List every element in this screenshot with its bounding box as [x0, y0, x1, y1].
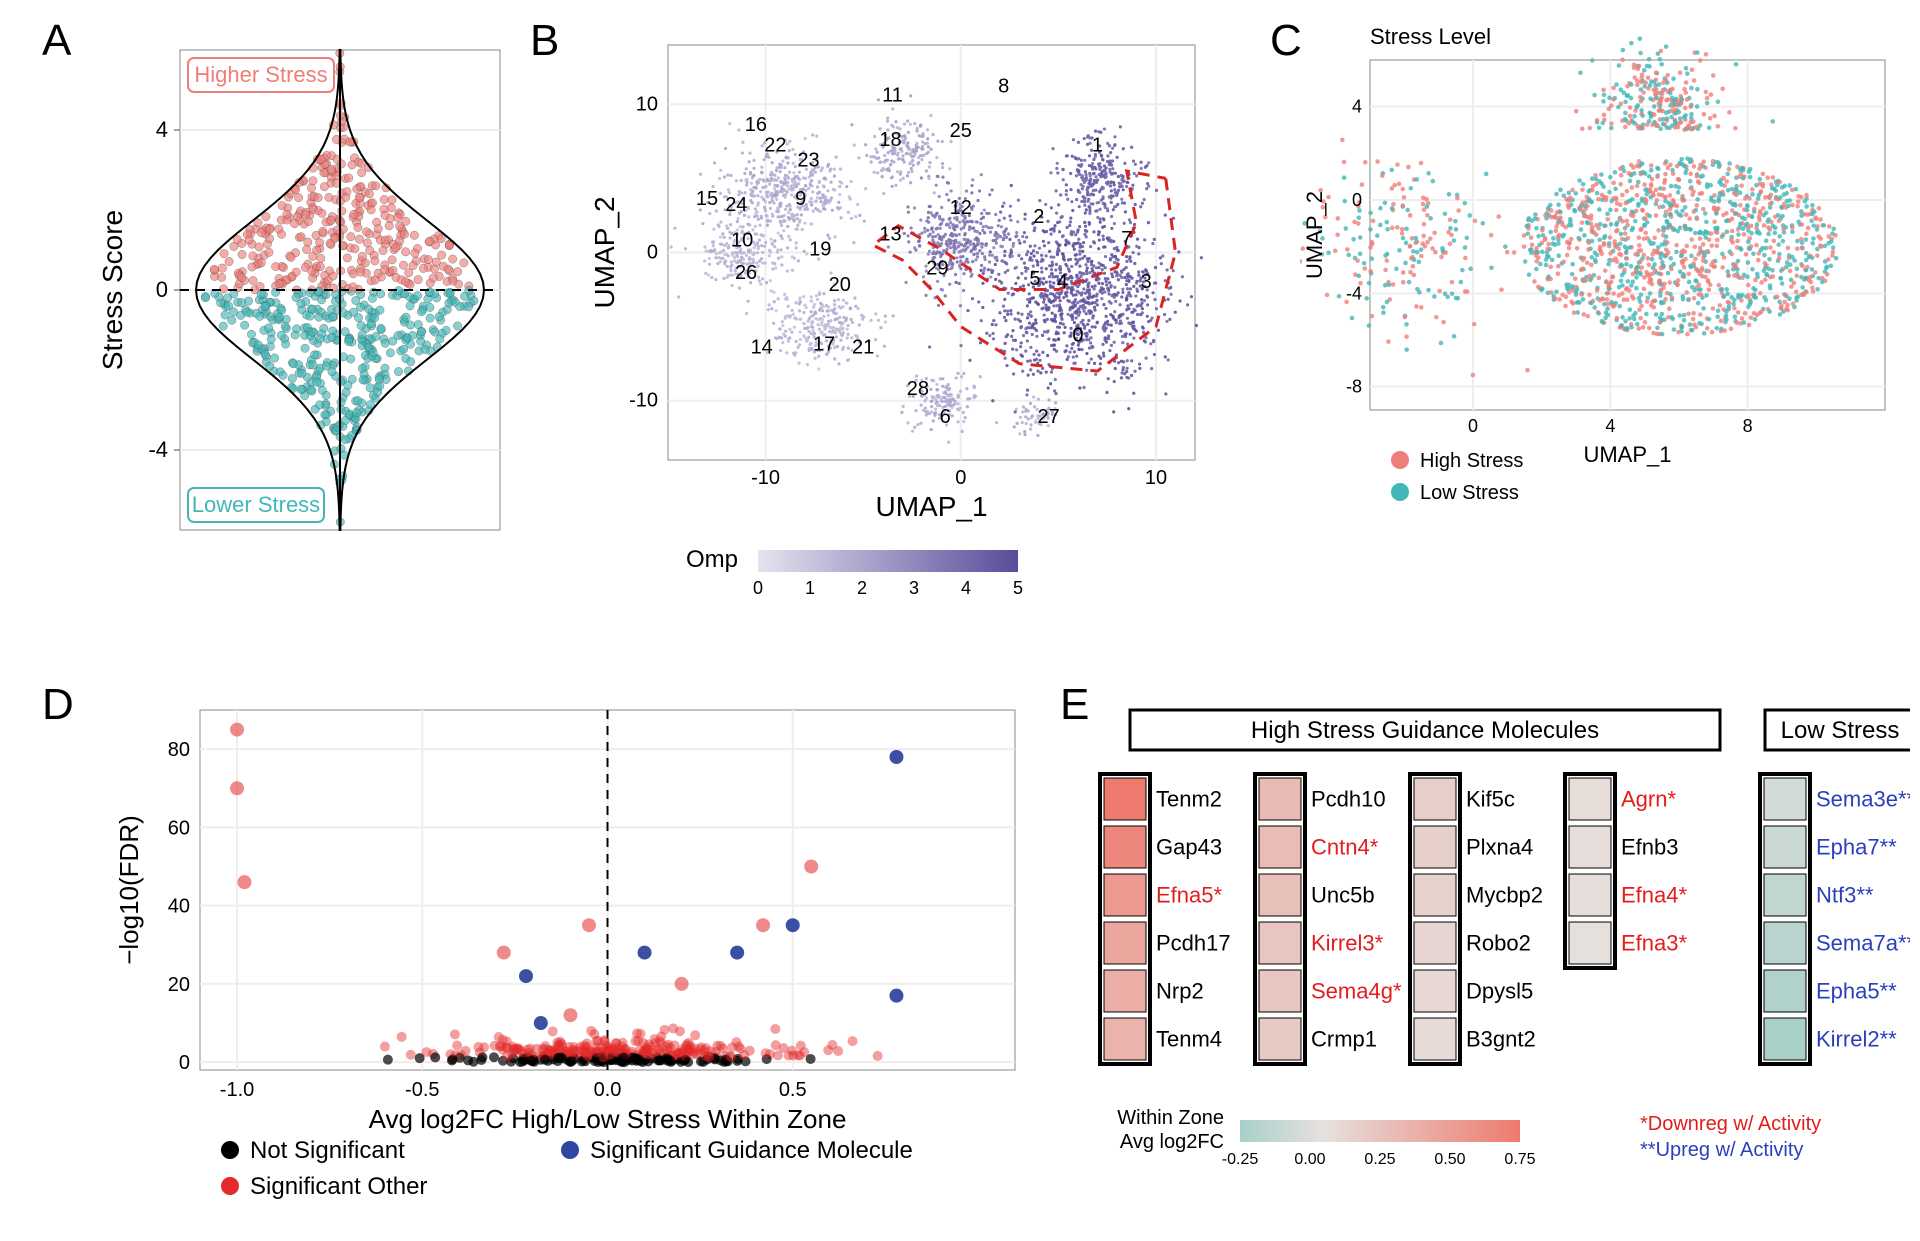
svg-text:29: 29 — [926, 258, 948, 280]
svg-text:24: 24 — [725, 194, 747, 216]
panel-B-umap: 1611822182512315249122710191326202954301… — [590, 30, 1210, 610]
svg-text:22: 22 — [764, 135, 786, 157]
panel-label-A: A — [42, 16, 71, 66]
svg-text:Omp: Omp — [686, 546, 738, 573]
svg-text:-10: -10 — [629, 390, 658, 412]
svg-text:15: 15 — [696, 188, 718, 210]
svg-text:10: 10 — [1145, 467, 1167, 489]
svg-text:Lower Stress: Lower Stress — [192, 492, 320, 517]
svg-text:0: 0 — [1072, 324, 1083, 346]
svg-text:8: 8 — [998, 75, 1009, 97]
panel-label-C: C — [1270, 16, 1302, 66]
svg-text:6: 6 — [940, 406, 951, 428]
svg-text:23: 23 — [797, 150, 819, 172]
svg-text:16: 16 — [745, 114, 767, 136]
svg-text:14: 14 — [751, 336, 773, 358]
panel-D-volcano: -1.0-0.50.00.5020406080Avg log2FC High/L… — [110, 700, 1030, 1220]
svg-text:21: 21 — [852, 336, 874, 358]
svg-text:3: 3 — [1141, 271, 1152, 293]
svg-text:20: 20 — [829, 274, 851, 296]
svg-text:12: 12 — [950, 197, 972, 219]
panel-C-umap: Stress Level048-8-404UMAP_1UMAP_2High St… — [1300, 20, 1900, 540]
svg-text:4: 4 — [1057, 271, 1068, 293]
svg-text:28: 28 — [907, 378, 929, 400]
svg-text:Stress Level: Stress Level — [1370, 24, 1491, 49]
svg-text:27: 27 — [1037, 406, 1059, 428]
svg-text:10: 10 — [731, 230, 753, 252]
panel-A-violin: -4 0 4 Stress Score Higher Stress Lower Stres… — [100, 30, 520, 550]
svg-text:-4: -4 — [148, 437, 168, 462]
svg-text:5: 5 — [1029, 268, 1040, 290]
figure-root: A B C D E -404Stress ScoreHigher StressL… — [0, 0, 1920, 1241]
svg-text:1: 1 — [805, 578, 815, 598]
svg-text:4: 4 — [961, 578, 971, 598]
svg-text:-10: -10 — [751, 467, 780, 489]
svg-text:10: 10 — [636, 93, 658, 115]
svg-text:UMAP_2: UMAP_2 — [590, 196, 620, 308]
svg-text:11: 11 — [882, 84, 903, 106]
svg-text:25: 25 — [950, 120, 972, 142]
svg-text:1: 1 — [1092, 135, 1103, 157]
svg-text:0: 0 — [647, 242, 658, 264]
svg-text:13: 13 — [879, 224, 901, 246]
svg-text:17: 17 — [813, 333, 835, 355]
svg-text:4: 4 — [156, 117, 168, 142]
svg-text:UMAP_1: UMAP_1 — [875, 491, 987, 522]
svg-text:Higher Stress: Higher Stress — [194, 62, 327, 87]
svg-text:2: 2 — [857, 578, 867, 598]
svg-text:18: 18 — [879, 129, 901, 151]
panel-E-heatmap: High Stress Guidance MoleculesLow Stress… — [1080, 700, 1910, 1220]
svg-text:Stress Score: Stress Score — [100, 210, 128, 370]
panel-label-D: D — [42, 680, 74, 730]
svg-text:19: 19 — [809, 238, 831, 260]
svg-text:2: 2 — [1033, 206, 1044, 228]
svg-text:9: 9 — [795, 188, 806, 210]
svg-text:7: 7 — [1121, 228, 1132, 250]
svg-text:0: 0 — [156, 277, 168, 302]
svg-text:26: 26 — [735, 262, 757, 284]
panel-label-B: B — [530, 16, 559, 66]
svg-text:0: 0 — [955, 467, 966, 489]
svg-text:3: 3 — [909, 578, 919, 598]
svg-text:0: 0 — [753, 578, 763, 598]
svg-text:5: 5 — [1013, 578, 1023, 598]
